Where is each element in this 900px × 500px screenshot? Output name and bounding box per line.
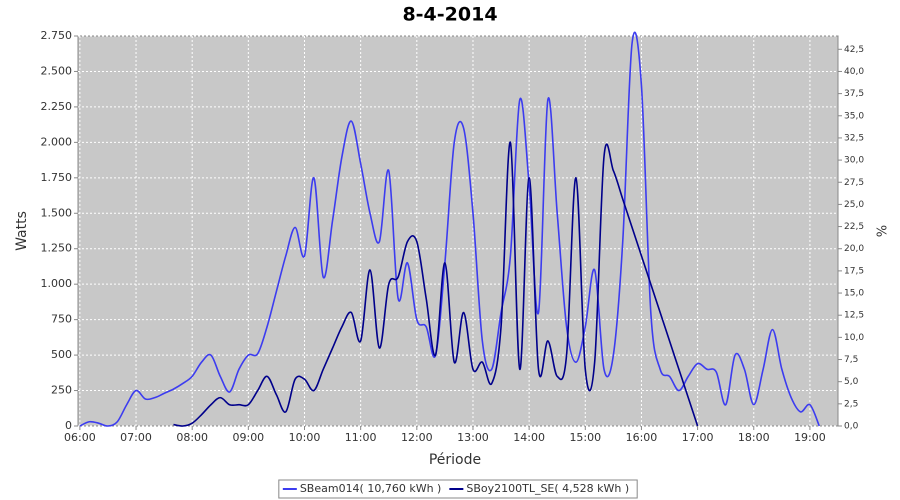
chart-title: 8-4-2014 bbox=[402, 4, 497, 26]
x-tick-label: 17:00 bbox=[682, 431, 714, 444]
legend-label: SBeam014( 10,760 kWh ) bbox=[300, 482, 442, 495]
y-tick-label: 2.500 bbox=[41, 64, 73, 77]
series-line bbox=[173, 141, 699, 427]
y-tick-label: 2.750 bbox=[41, 29, 73, 42]
x-axis-label: Période bbox=[429, 452, 481, 468]
x-tick-label: 12:00 bbox=[401, 431, 433, 444]
x-tick-label: 10:00 bbox=[289, 431, 321, 444]
y2-tick-label: 30,0 bbox=[844, 156, 864, 166]
y-tick-label: 0 bbox=[65, 419, 72, 432]
y-tick-label: 1.250 bbox=[41, 242, 73, 255]
x-tick-label: 13:00 bbox=[457, 431, 489, 444]
y-tick-label: 250 bbox=[51, 384, 72, 397]
legend-label: SBoy2100TL_SE( 4,528 kWh ) bbox=[466, 482, 629, 495]
y-tick-label: 1.000 bbox=[41, 277, 73, 290]
x-tick-label: 09:00 bbox=[232, 431, 264, 444]
y2-tick-label: 20,0 bbox=[844, 244, 864, 254]
x-tick-label: 06:00 bbox=[64, 431, 96, 444]
x-tick-label: 08:00 bbox=[176, 431, 208, 444]
y2-tick-label: 27,5 bbox=[844, 178, 864, 188]
y2-tick-label: 25,0 bbox=[844, 200, 864, 210]
x-tick-label: 15:00 bbox=[569, 431, 601, 444]
legend: SBeam014( 10,760 kWh ) SBoy2100TL_SE( 4,5… bbox=[278, 479, 638, 499]
plot-area bbox=[77, 35, 839, 427]
y2-tick-label: 12,5 bbox=[844, 311, 864, 321]
y2-tick-label: 42,5 bbox=[844, 45, 864, 55]
y2-tick-label: 0,0 bbox=[844, 422, 859, 432]
x-tick-label: 07:00 bbox=[120, 431, 152, 444]
x-tick-label: 18:00 bbox=[738, 431, 770, 444]
y2-tick-label: 35,0 bbox=[844, 111, 864, 121]
x-tick-label: 11:00 bbox=[345, 431, 377, 444]
y-tick-label: 2.250 bbox=[41, 100, 73, 113]
y-tick-label: 750 bbox=[51, 313, 72, 326]
y2-tick-label: 22,5 bbox=[844, 222, 864, 232]
y2-tick-label: 40,0 bbox=[844, 67, 864, 77]
y2-tick-label: 10,0 bbox=[844, 333, 864, 343]
y2-tick-label: 37,5 bbox=[844, 89, 864, 99]
y2-tick-label: 15,0 bbox=[844, 289, 864, 299]
y2-tick-label: 5,0 bbox=[844, 377, 859, 387]
y2-tick-label: 7,5 bbox=[844, 355, 858, 365]
y-axis-label: Watts bbox=[14, 211, 30, 251]
y2-tick-label: 17,5 bbox=[844, 266, 864, 276]
x-tick-label: 16:00 bbox=[626, 431, 658, 444]
y-tick-label: 1.750 bbox=[41, 171, 73, 184]
y2-tick-label: 32,5 bbox=[844, 133, 864, 143]
y2-tick-label: 2,5 bbox=[844, 399, 858, 409]
y-tick-label: 1.500 bbox=[41, 206, 73, 219]
y-tick-label: 500 bbox=[51, 348, 72, 361]
y2-axis-label: % bbox=[873, 225, 888, 237]
y-tick-label: 2.000 bbox=[41, 135, 73, 148]
x-tick-label: 14:00 bbox=[513, 431, 545, 444]
x-tick-label: 19:00 bbox=[794, 431, 826, 444]
